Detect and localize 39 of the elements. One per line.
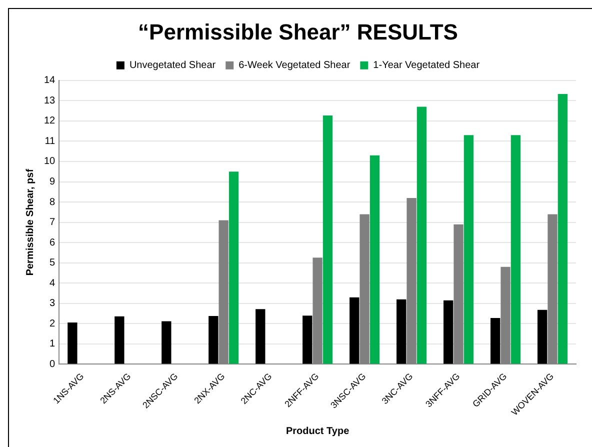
y-tick-label: 5 [50,258,56,269]
y-tick-label: 12 [44,116,56,127]
bar [490,318,500,364]
bar [208,316,218,364]
bar [558,94,568,364]
y-tick-label: 1 [50,338,56,350]
y-tick-label: 13 [44,95,56,106]
y-tick-label: 14 [44,75,56,86]
bar [256,309,266,364]
bar [416,106,427,364]
bar [510,135,521,364]
y-tick-label: 7 [50,217,56,228]
bar [322,115,333,364]
y-tick-label: 4 [50,278,56,289]
bar [370,155,380,364]
bar [68,322,78,364]
bar [464,135,474,364]
y-axis-title: Permissible Shear, psf [24,168,36,276]
y-tick-label: 8 [50,196,56,208]
bar [444,300,454,364]
y-tick-label: 10 [44,156,56,168]
y-tick-label: 11 [44,136,56,147]
bar [537,310,548,364]
y-tick-label: 0 [50,358,56,370]
bar [302,316,312,364]
y-tick-label: 2 [50,318,56,330]
y-tick-label: 6 [50,237,56,248]
bar [228,172,239,364]
y-tick-label: 3 [50,298,56,310]
legend-label: Unvegetated Shear [129,60,216,72]
legend-label: 1-Year Vegetated Shear [373,60,480,72]
y-tick-label: 9 [50,176,56,188]
bar [114,316,124,364]
x-axis-title: Product Type [286,426,350,437]
bar [350,297,360,364]
chart-title: “Permissible Shear” RESULTS [138,19,458,44]
bar [396,299,406,364]
legend-label: 6-Week Vegetated Shear [238,60,351,72]
bar [162,321,172,364]
